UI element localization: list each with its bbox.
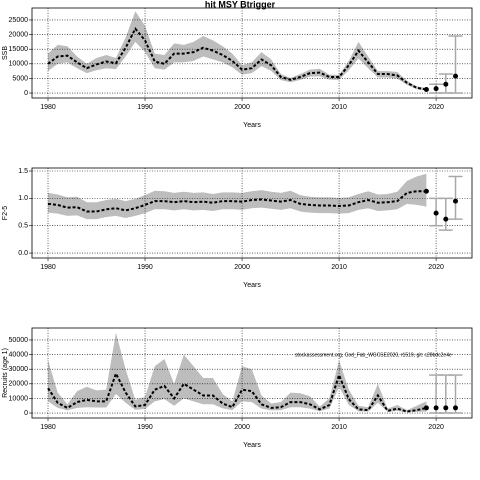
- projection-point: [443, 81, 449, 87]
- last-point: [423, 188, 429, 194]
- x-tick-label: 1980: [40, 264, 56, 271]
- x-tick-label: 2010: [331, 264, 347, 271]
- y-tick-label: 10000: [9, 61, 29, 68]
- estimate-line: [47, 26, 427, 91]
- plot-frame: [31, 327, 473, 419]
- y-axis-label: Recruits (age 1): [2, 348, 9, 398]
- plot-frame: [31, 167, 473, 259]
- y-tick-label: 25000: [9, 17, 29, 24]
- x-tick-label: 2020: [428, 264, 444, 271]
- y-tick-label: 10000: [9, 395, 29, 402]
- projection-point: [443, 216, 449, 222]
- projection-point: [433, 86, 439, 92]
- y-tick-label: 20000: [9, 381, 29, 388]
- y-tick-label: 0: [24, 90, 28, 97]
- x-tick-label: 1980: [40, 104, 56, 111]
- last-point: [423, 405, 429, 411]
- y-tick-label: 40000: [9, 351, 29, 358]
- estimate-line: [47, 190, 427, 213]
- x-tick-label: 1990: [137, 264, 153, 271]
- y-tick-label: 20000: [9, 31, 29, 38]
- y-tick-label: 1.0: [18, 195, 28, 202]
- last-point: [423, 87, 429, 93]
- projection-point: [433, 405, 439, 411]
- x-tick-label: 1990: [137, 424, 153, 431]
- projection-point: [443, 405, 449, 411]
- confidence-band: [48, 173, 427, 220]
- x-tick-label: 2000: [234, 104, 250, 111]
- x-tick-label: 2000: [234, 264, 250, 271]
- y-tick-label: 1.5: [18, 168, 28, 175]
- x-axis-label: Years: [243, 442, 261, 449]
- projection-point: [433, 210, 439, 216]
- x-axis-label: Years: [243, 282, 261, 289]
- y-tick-label: 15000: [9, 46, 29, 53]
- annotation: stockassessment.org, Cod_Fab_WGCSE2020, …: [295, 352, 452, 358]
- confidence-band: [48, 11, 427, 91]
- x-tick-label: 2020: [428, 424, 444, 431]
- projection-point: [453, 198, 459, 204]
- x-tick-label: 2020: [428, 104, 444, 111]
- chart-title: hit MSY Btrigger: [205, 0, 276, 9]
- confidence-band: [48, 332, 427, 413]
- y-tick-label: 0: [24, 410, 28, 417]
- x-tick-label: 2010: [331, 424, 347, 431]
- y-tick-label: 5000: [12, 75, 28, 82]
- plot-frame: [31, 7, 473, 99]
- projection-point: [453, 405, 459, 411]
- x-tick-label: 1980: [40, 424, 56, 431]
- x-tick-label: 2000: [234, 424, 250, 431]
- y-axis-label: F2-5: [2, 206, 9, 221]
- y-tick-label: 0.5: [18, 223, 28, 230]
- x-tick-label: 1990: [137, 104, 153, 111]
- x-axis-label: Years: [243, 122, 261, 129]
- projection-point: [453, 73, 459, 79]
- x-tick-label: 2010: [331, 104, 347, 111]
- y-tick-label: 30000: [9, 366, 29, 373]
- y-tick-label: 0.0: [18, 250, 28, 257]
- y-axis-label: SSB: [2, 46, 9, 60]
- y-tick-label: 50000: [9, 337, 29, 344]
